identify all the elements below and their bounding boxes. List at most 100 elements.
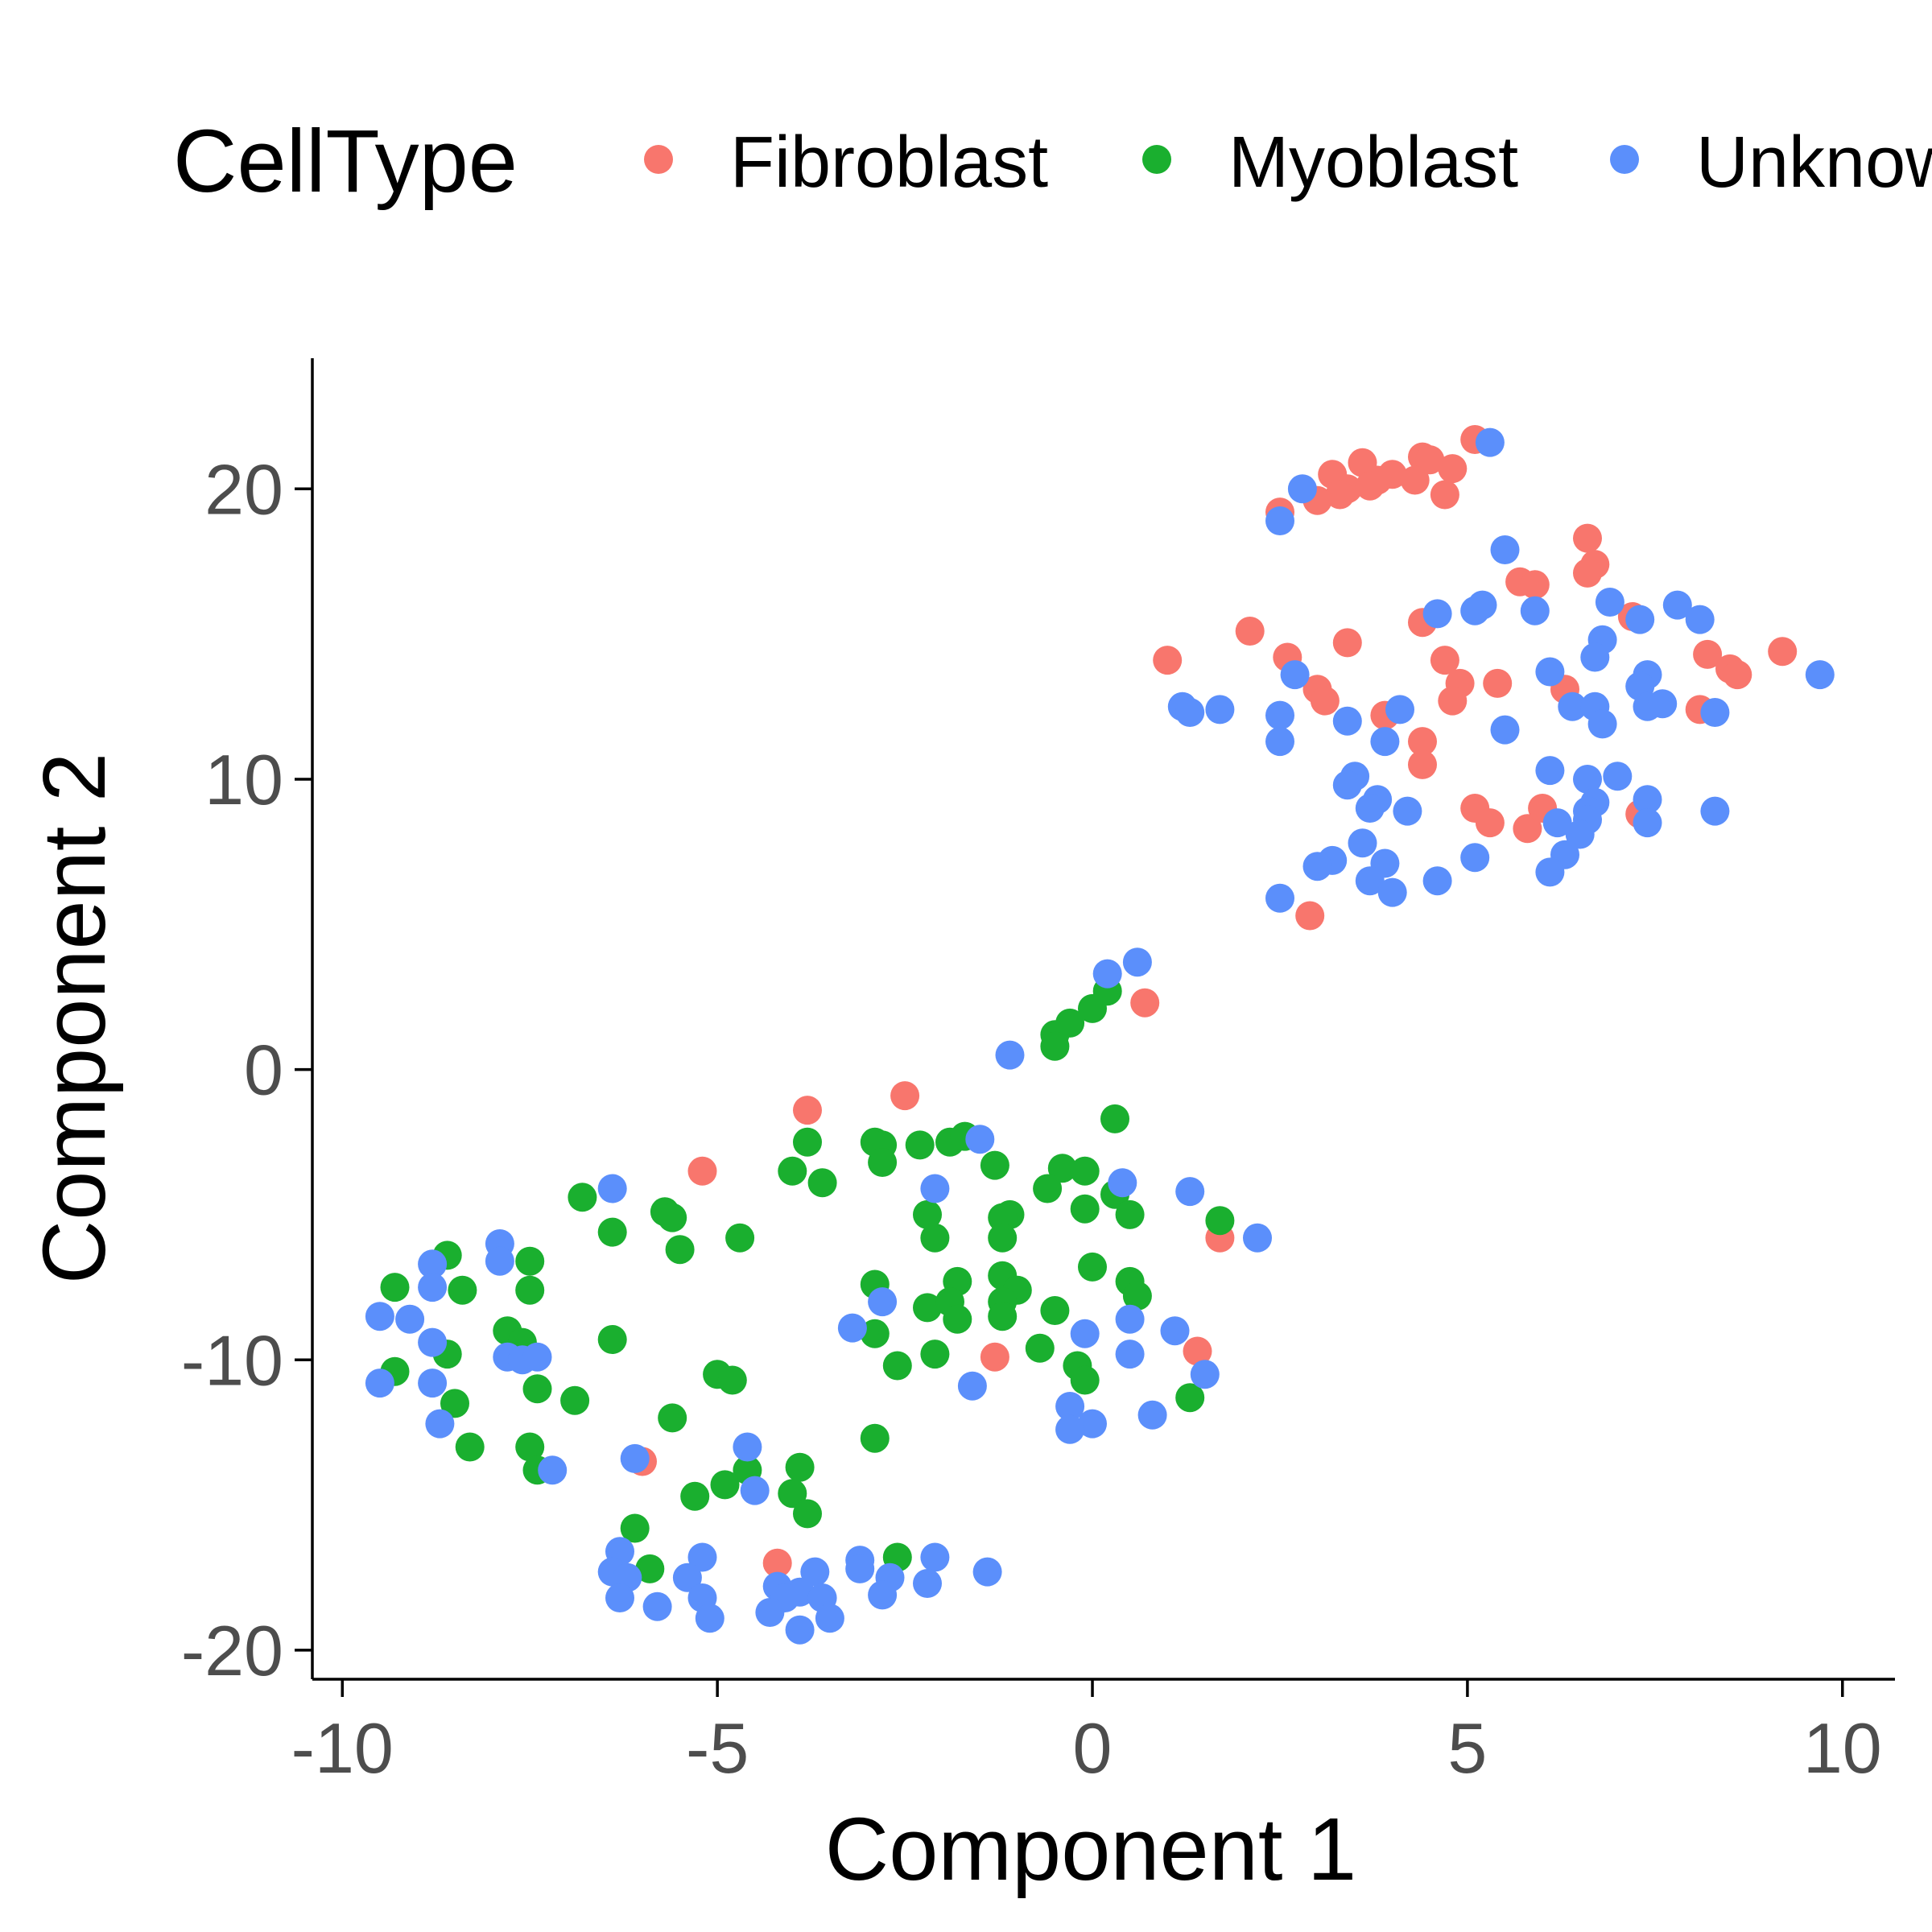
- point-unknown: [1542, 808, 1572, 838]
- point-myoblast: [920, 1340, 950, 1369]
- point-fibroblast: [1183, 1336, 1212, 1366]
- point-myoblast: [913, 1199, 942, 1229]
- y-axis-label: Component 2: [25, 753, 124, 1284]
- point-myoblast: [920, 1223, 950, 1253]
- point-unknown: [1122, 947, 1152, 977]
- point-unknown: [620, 1443, 650, 1473]
- legend-title: CellType: [173, 112, 518, 211]
- point-unknown: [1385, 695, 1414, 724]
- point-myoblast: [905, 1130, 935, 1160]
- point-fibroblast: [687, 1156, 717, 1186]
- point-unknown: [1633, 808, 1662, 838]
- point-fibroblast: [1415, 445, 1445, 475]
- point-unknown: [1468, 590, 1497, 620]
- point-myoblast: [1122, 1281, 1152, 1311]
- point-unknown: [733, 1432, 762, 1462]
- point-unknown: [1565, 819, 1595, 849]
- point-unknown: [995, 1040, 1025, 1070]
- point-unknown: [868, 1287, 898, 1317]
- x-tick-label: 10: [1803, 1708, 1882, 1788]
- point-unknown: [1348, 828, 1377, 858]
- point-unknown: [913, 1569, 942, 1598]
- point-myoblast: [1070, 1365, 1100, 1395]
- point-unknown: [695, 1604, 724, 1633]
- legend: CellType Fibroblast Myoblast Unknown: [173, 112, 1932, 211]
- legend-label-unknown: Unknown: [1696, 122, 1932, 203]
- point-myoblast: [515, 1432, 545, 1462]
- point-myoblast: [913, 1293, 942, 1323]
- point-unknown: [522, 1342, 552, 1372]
- point-myoblast: [785, 1452, 815, 1482]
- point-unknown: [1175, 698, 1205, 727]
- point-fibroblast: [1430, 646, 1459, 675]
- point-unknown: [1108, 1168, 1137, 1198]
- point-unknown: [1422, 599, 1452, 629]
- point-unknown: [1137, 1400, 1167, 1430]
- point-unknown: [485, 1246, 514, 1276]
- point-fibroblast: [1355, 471, 1385, 501]
- point-myoblast: [725, 1223, 755, 1253]
- point-unknown: [687, 1542, 717, 1572]
- point-unknown: [1460, 843, 1490, 873]
- point-unknown: [1633, 785, 1662, 815]
- point-unknown: [845, 1554, 875, 1583]
- point-fibroblast: [1332, 628, 1362, 658]
- point-unknown: [1587, 709, 1617, 739]
- point-myoblast: [665, 1235, 695, 1265]
- point-unknown: [1243, 1223, 1272, 1253]
- point-unknown: [418, 1327, 448, 1357]
- point-myoblast: [778, 1479, 807, 1509]
- point-fibroblast: [1693, 639, 1723, 669]
- point-unknown: [920, 1542, 950, 1572]
- y-tick-label: 10: [204, 740, 283, 819]
- point-fibroblast: [1130, 988, 1160, 1018]
- data-points: [365, 425, 1835, 1645]
- point-myoblast: [943, 1304, 972, 1334]
- y-tick-label: 0: [244, 1030, 283, 1110]
- point-unknown: [1625, 605, 1655, 634]
- x-tick-label: 5: [1447, 1708, 1487, 1788]
- point-unknown: [1573, 765, 1602, 794]
- point-myoblast: [515, 1275, 545, 1305]
- point-unknown: [418, 1249, 448, 1279]
- point-myoblast: [988, 1203, 1018, 1232]
- point-fibroblast: [1400, 465, 1430, 495]
- y-axis-ticks: -20 -10 0 10 20: [181, 449, 312, 1690]
- point-myoblast: [1047, 1154, 1077, 1183]
- point-myoblast: [1115, 1199, 1145, 1229]
- point-unknown: [1377, 877, 1407, 907]
- point-myoblast: [717, 1365, 747, 1395]
- point-unknown: [785, 1615, 815, 1645]
- point-unknown: [1332, 770, 1362, 800]
- point-unknown: [1370, 727, 1400, 757]
- point-fibroblast: [1475, 808, 1505, 838]
- point-myoblast: [635, 1554, 665, 1583]
- point-myoblast: [778, 1156, 807, 1186]
- point-myoblast: [560, 1385, 590, 1415]
- point-myoblast: [1040, 1296, 1070, 1325]
- point-myoblast: [620, 1513, 650, 1543]
- point-unknown: [395, 1304, 425, 1334]
- point-unknown: [965, 1125, 995, 1154]
- point-myoblast: [1078, 993, 1107, 1023]
- point-unknown: [1265, 727, 1294, 757]
- point-fibroblast: [1513, 814, 1542, 844]
- point-myoblast: [522, 1374, 552, 1404]
- point-unknown: [1115, 1340, 1145, 1369]
- point-unknown: [605, 1583, 634, 1612]
- point-unknown: [957, 1371, 987, 1401]
- point-unknown: [1520, 596, 1550, 625]
- point-unknown: [1265, 506, 1294, 535]
- point-myoblast: [1025, 1333, 1055, 1363]
- point-unknown: [1175, 1177, 1205, 1207]
- point-unknown: [1805, 660, 1835, 690]
- point-unknown: [972, 1557, 1002, 1587]
- point-unknown: [1190, 1360, 1220, 1389]
- point-myoblast: [1175, 1383, 1205, 1413]
- point-myoblast: [455, 1432, 485, 1462]
- legend-key-fibroblast: [644, 145, 673, 174]
- point-unknown: [538, 1455, 568, 1485]
- point-unknown: [1355, 794, 1385, 823]
- point-unknown: [365, 1302, 394, 1331]
- point-fibroblast: [1573, 558, 1602, 588]
